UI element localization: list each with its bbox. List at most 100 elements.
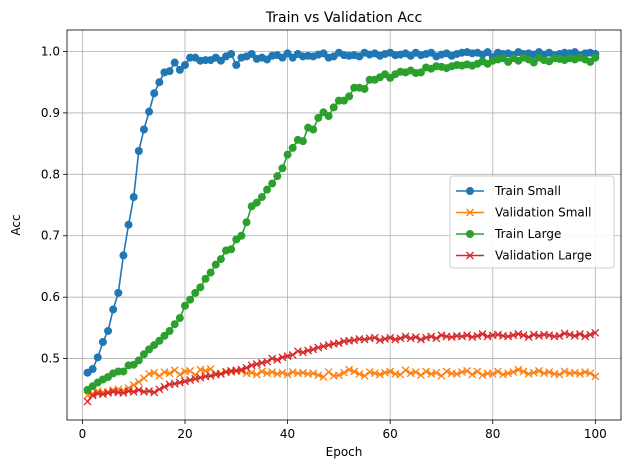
grid — [67, 30, 621, 420]
data-point-train-large — [186, 295, 195, 304]
data-point-train-large — [242, 218, 251, 227]
data-point-validation-small — [375, 370, 384, 379]
chart-title: Train vs Validation Acc — [265, 10, 422, 26]
x-axis-label: Epoch — [326, 445, 363, 459]
data-point-validation-small — [155, 371, 164, 380]
legend-swatch-marker — [466, 208, 474, 217]
data-point-validation-small — [422, 367, 431, 376]
series-validation-large — [83, 328, 600, 406]
data-point-validation-small — [529, 368, 538, 377]
data-point-train-small — [170, 58, 179, 67]
y-tick-label: 0.8 — [41, 167, 60, 181]
data-point-train-large — [175, 314, 184, 323]
data-point-validation-large — [299, 348, 307, 357]
data-point-validation-small — [463, 366, 472, 375]
data-point-train-large — [345, 92, 354, 101]
data-point-validation-small — [488, 369, 497, 378]
data-point-validation-small — [252, 370, 261, 379]
data-point-validation-large — [581, 332, 590, 341]
data-point-validation-small — [360, 371, 369, 380]
data-point-validation-small — [560, 367, 569, 376]
series-train-large — [83, 53, 600, 394]
data-point-train-large — [268, 179, 277, 188]
data-point-validation-small — [278, 368, 287, 377]
data-point-train-large — [314, 113, 323, 122]
data-point-train-small — [93, 353, 102, 362]
data-point-train-large — [329, 103, 338, 112]
data-point-validation-large — [586, 330, 595, 339]
legend-item-validation-large: Validation Large — [456, 249, 592, 263]
data-point-validation-small — [165, 369, 174, 378]
data-point-validation-small — [411, 368, 420, 377]
data-point-validation-large — [576, 330, 584, 338]
data-point-validation-small — [493, 367, 502, 376]
data-point-validation-large — [478, 330, 487, 338]
data-point-train-large — [263, 185, 272, 194]
data-point-train-large — [416, 68, 425, 77]
data-point-validation-small — [283, 370, 292, 379]
data-point-train-large — [309, 125, 318, 134]
data-point-train-large — [170, 320, 179, 329]
data-point-train-small — [129, 193, 138, 202]
data-point-train-large — [180, 301, 189, 310]
data-point-validation-small — [401, 366, 410, 375]
data-point-validation-small — [555, 370, 564, 379]
series-layer — [83, 48, 600, 406]
data-point-validation-small — [534, 366, 543, 375]
data-point-train-small — [145, 107, 154, 116]
data-point-validation-small — [473, 367, 482, 376]
legend-label: Validation Large — [495, 249, 592, 263]
data-point-train-small — [155, 78, 164, 87]
data-point-validation-large — [129, 387, 138, 396]
data-point-validation-large — [288, 350, 297, 359]
data-point-validation-small — [432, 368, 441, 377]
data-point-validation-large — [216, 369, 225, 378]
data-point-train-small — [114, 288, 123, 297]
legend-box — [449, 175, 615, 269]
data-point-train-large — [283, 150, 292, 159]
data-point-validation-large — [370, 333, 379, 342]
data-point-validation-small — [134, 377, 143, 386]
legend-item-train-small: Train Small — [456, 184, 561, 198]
data-point-validation-small — [509, 368, 518, 377]
data-point-train-large — [191, 288, 200, 297]
data-point-validation-large — [524, 333, 533, 342]
data-point-train-large — [591, 53, 600, 62]
data-point-train-large — [201, 274, 210, 283]
x-tick-label: 100 — [584, 427, 607, 441]
data-point-validation-small — [334, 371, 343, 380]
data-point-validation-large — [463, 331, 472, 340]
data-point-train-small — [124, 220, 133, 229]
data-point-validation-small — [591, 372, 600, 381]
data-point-train-large — [119, 367, 128, 376]
series-line-validation-large — [86, 332, 596, 403]
data-point-validation-small — [314, 371, 323, 380]
y-axis-label: Acc — [9, 214, 23, 235]
x-tick-label: 0 — [79, 427, 87, 441]
data-point-validation-small — [150, 368, 159, 377]
y-tick-label: 0.6 — [41, 290, 60, 304]
data-point-validation-large — [416, 335, 425, 344]
data-point-validation-large — [555, 331, 564, 340]
data-point-train-small — [232, 61, 241, 70]
y-tick-label: 0.9 — [41, 106, 60, 120]
data-point-train-small — [150, 89, 159, 98]
data-point-validation-large — [570, 331, 579, 340]
legend-label: Train Small — [494, 184, 561, 198]
legend-swatch-marker — [466, 251, 474, 260]
data-point-validation-large — [386, 333, 395, 342]
data-point-validation-small — [586, 369, 595, 378]
data-point-validation-large — [242, 363, 251, 372]
data-point-validation-small — [309, 369, 318, 378]
data-point-train-large — [216, 255, 225, 264]
data-point-train-large — [165, 326, 174, 335]
x-tick-label: 40 — [280, 427, 295, 441]
legend-item-validation-small: Validation Small — [456, 206, 591, 220]
data-point-validation-small — [257, 367, 266, 376]
data-point-validation-small — [514, 365, 523, 374]
data-point-validation-small — [268, 368, 277, 377]
data-point-validation-large — [155, 385, 164, 394]
data-point-train-large — [196, 283, 205, 292]
data-point-validation-small — [576, 369, 584, 378]
